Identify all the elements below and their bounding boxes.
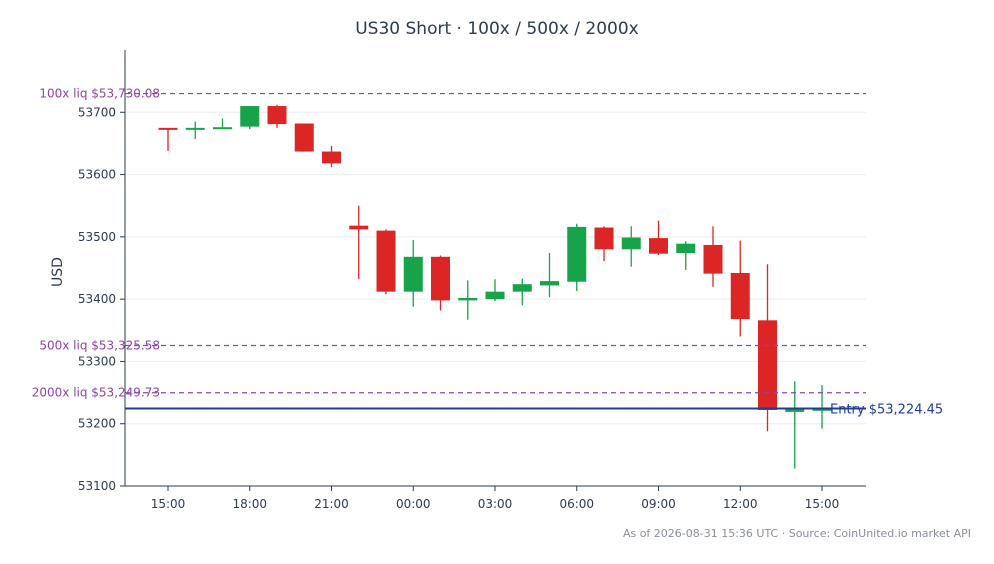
x-tick-label: 15:00 bbox=[805, 497, 840, 511]
candle-body-up bbox=[240, 106, 260, 127]
candle-body-up bbox=[812, 408, 832, 411]
x-tick-label: 00:00 bbox=[396, 497, 431, 511]
candle-body-down bbox=[376, 230, 396, 292]
source-footer: As of 2026-08-31 15:36 UTC · Source: Coi… bbox=[622, 527, 971, 540]
x-tick-label: 06:00 bbox=[559, 497, 594, 511]
candle-body-up bbox=[485, 291, 505, 300]
candle-body-up bbox=[512, 284, 532, 292]
y-tick-label: 53500 bbox=[78, 230, 116, 244]
candle-layer bbox=[158, 104, 832, 469]
candle-body-down bbox=[594, 227, 614, 250]
y-tick-label: 53100 bbox=[78, 479, 116, 493]
liquidation-label: 100x liq $53,730.08 bbox=[39, 87, 160, 101]
y-tick-label: 53400 bbox=[78, 292, 116, 306]
reference-lines: 100x liq $53,730.08 500x liq $53,325.58 20… bbox=[32, 87, 943, 418]
candle-body-up bbox=[567, 226, 587, 282]
y-tick-label: 53200 bbox=[78, 417, 116, 431]
candle-body-down bbox=[267, 106, 287, 125]
x-tick-label: 03:00 bbox=[478, 497, 513, 511]
candle-body-down bbox=[349, 225, 369, 230]
candle-body-up bbox=[213, 127, 232, 130]
y-tick-label: 53600 bbox=[78, 168, 116, 182]
candle-body-down bbox=[703, 244, 723, 274]
axes: 53100 53200 53300 53400 53500 53600 53700 15:00… bbox=[78, 50, 866, 511]
x-tick-label: 12:00 bbox=[723, 497, 758, 511]
candle-body-down bbox=[431, 256, 450, 301]
candle-body-down bbox=[294, 123, 314, 152]
liquidation-label: 2000x liq $53,249.73 bbox=[32, 386, 160, 400]
candle-body-down bbox=[322, 151, 341, 164]
candle-body-down bbox=[730, 272, 750, 320]
candle-body-up bbox=[403, 256, 423, 292]
y-axis-label: USD bbox=[50, 257, 66, 287]
candle-body-down bbox=[758, 320, 777, 411]
x-tick-label: 21:00 bbox=[314, 497, 349, 511]
candle-body-up bbox=[785, 408, 805, 412]
x-tick-label: 18:00 bbox=[232, 497, 267, 511]
candle-body-up bbox=[458, 297, 478, 301]
candle-body-up bbox=[540, 281, 559, 286]
candle-body-up bbox=[621, 237, 641, 250]
x-tick-label: 15:00 bbox=[151, 497, 186, 511]
candle-body-down bbox=[649, 238, 668, 254]
liquidation-label: 500x liq $53,325.58 bbox=[39, 338, 160, 352]
candle-body-up bbox=[185, 127, 205, 130]
entry-label: Entry $53,224.45 bbox=[830, 402, 943, 417]
chart-title: US30 Short · 100x / 500x / 2000x bbox=[355, 19, 639, 39]
y-tick-label: 53300 bbox=[78, 354, 116, 368]
x-tick-label: 09:00 bbox=[641, 497, 676, 511]
candle-body-up bbox=[676, 243, 696, 254]
candle-body-down bbox=[158, 127, 178, 130]
y-tick-label: 53700 bbox=[78, 105, 116, 119]
